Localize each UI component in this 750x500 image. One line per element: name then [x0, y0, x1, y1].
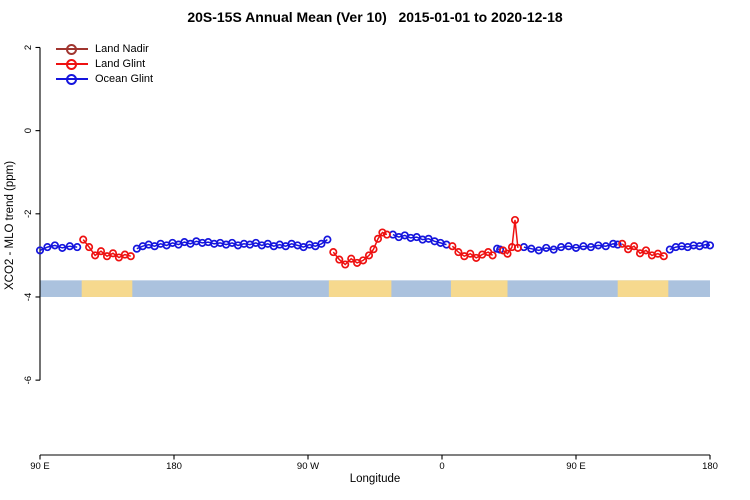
data-point — [448, 242, 457, 251]
data-point — [564, 242, 573, 251]
data-point — [613, 240, 622, 249]
data-point — [557, 243, 566, 252]
data-point — [454, 248, 463, 257]
data-point — [373, 234, 383, 243]
data-point — [79, 235, 88, 244]
data-point — [91, 251, 100, 260]
chart-title: 20S-15S Annual Mean (Ver 10) 2015-01-01 … — [187, 9, 563, 25]
x-tick-label: 0 — [439, 461, 444, 472]
y-tick-label: -6 — [23, 376, 34, 384]
y-tick-label: -2 — [23, 210, 34, 218]
data-point — [542, 243, 551, 252]
data-point — [96, 247, 106, 256]
data-point — [369, 245, 378, 254]
data-point — [43, 243, 52, 252]
data-point — [549, 245, 558, 254]
data-point — [586, 243, 595, 252]
legend-item-ocean-glint: Ocean Glint — [56, 71, 153, 86]
y-tick-label: 2 — [23, 45, 34, 50]
x-tick-label: 90 E — [566, 461, 586, 472]
land-nadir-marker-icon — [56, 43, 88, 55]
data-point — [35, 246, 45, 255]
data-point — [513, 243, 522, 252]
data-point — [579, 242, 588, 251]
data-point — [359, 256, 368, 265]
land-band-segment — [450, 280, 508, 297]
data-point — [630, 242, 639, 251]
data-point — [335, 255, 344, 264]
data-point — [329, 248, 338, 257]
data-point — [624, 245, 633, 254]
data-point — [705, 241, 715, 250]
series-line — [136, 238, 328, 250]
legend: Land Nadir Land Glint Ocean Glint — [56, 41, 153, 86]
data-point — [50, 241, 59, 250]
data-point — [641, 246, 651, 255]
y-axis-label: XCO2 - MLO trend (ppm) — [4, 160, 16, 290]
ocean-glint-marker-icon — [56, 73, 88, 85]
data-point — [488, 251, 497, 260]
legend-label: Ocean Glint — [95, 72, 154, 85]
data-point — [364, 251, 374, 260]
data-point — [510, 215, 520, 225]
y-tick-label: 0 — [23, 128, 34, 133]
data-point — [58, 243, 67, 252]
series-line — [82, 239, 131, 259]
data-point — [601, 242, 610, 251]
legend-item-land-nadir: Land Nadir — [56, 41, 153, 56]
data-point — [85, 243, 94, 252]
land-band-segment — [617, 280, 669, 297]
data-point — [126, 252, 135, 261]
data-point — [73, 243, 82, 252]
data-point — [701, 240, 710, 249]
legend-label: Land Glint — [95, 57, 146, 70]
x-tick-label: 90 E — [30, 461, 50, 472]
x-axis-label: Longitude — [349, 473, 401, 485]
data-point — [594, 241, 603, 250]
data-point — [317, 239, 326, 248]
data-point — [323, 235, 332, 244]
x-tick-label: 90 W — [297, 461, 319, 472]
data-point — [382, 230, 391, 239]
data-point — [65, 242, 74, 251]
data-point — [618, 239, 627, 248]
x-tick-label: 180 — [702, 461, 718, 472]
data-point — [503, 249, 512, 258]
x-tick-label: 180 — [166, 461, 182, 472]
data-point — [341, 260, 350, 269]
data-point — [108, 249, 118, 258]
data-point — [534, 246, 543, 255]
data-point — [527, 244, 536, 253]
land-glint-marker-icon — [56, 58, 88, 70]
data-point — [609, 239, 618, 248]
data-point — [466, 249, 475, 258]
y-tick-label: -4 — [23, 293, 34, 301]
land-band-segment — [81, 280, 133, 297]
data-point — [347, 254, 356, 263]
data-point — [472, 253, 481, 262]
legend-label: Land Nadir — [95, 42, 149, 55]
legend-item-land-glint: Land Glint — [56, 56, 153, 71]
land-band-segment — [328, 280, 392, 297]
data-point — [571, 243, 581, 252]
data-point — [659, 252, 668, 261]
